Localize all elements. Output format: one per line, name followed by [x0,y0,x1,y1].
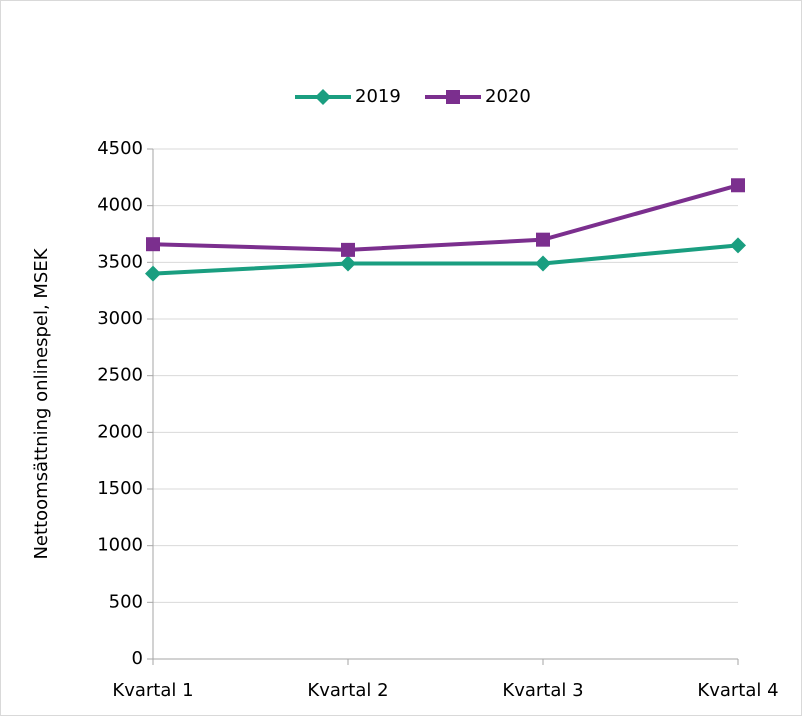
data-point [145,265,161,282]
legend-marker [446,90,460,104]
data-point [340,255,356,272]
series-line [152,183,739,252]
x-tick-label: Kvartal 4 [697,680,778,701]
data-point [146,237,160,252]
y-tick-label: 4500 [97,138,143,159]
legend-label: 2019 [355,86,401,107]
y-axis-label: Nettoomsättning onlinespel, MSEK [31,247,52,559]
y-tick-label: 3000 [97,308,143,329]
x-tick-label: Kvartal 2 [307,680,388,701]
legend-marker [315,89,331,105]
legend-label: 2020 [485,86,531,107]
y-tick-label: 0 [132,648,143,669]
data-point [731,178,745,193]
y-tick-label: 2500 [97,365,143,386]
y-tick-label: 1500 [97,478,143,499]
y-tick-label: 2000 [97,421,143,442]
data-point [536,232,550,247]
series-line [152,243,739,276]
data-point [535,255,551,272]
y-tick-label: 3500 [97,251,143,272]
x-tick-label: Kvartal 3 [502,680,583,701]
y-tick-label: 1000 [97,535,143,556]
x-tick-label: Kvartal 1 [112,680,193,701]
y-tick-label: 500 [109,591,143,612]
data-point [341,242,355,257]
y-tick-label: 4000 [97,195,143,216]
data-point [730,237,746,254]
